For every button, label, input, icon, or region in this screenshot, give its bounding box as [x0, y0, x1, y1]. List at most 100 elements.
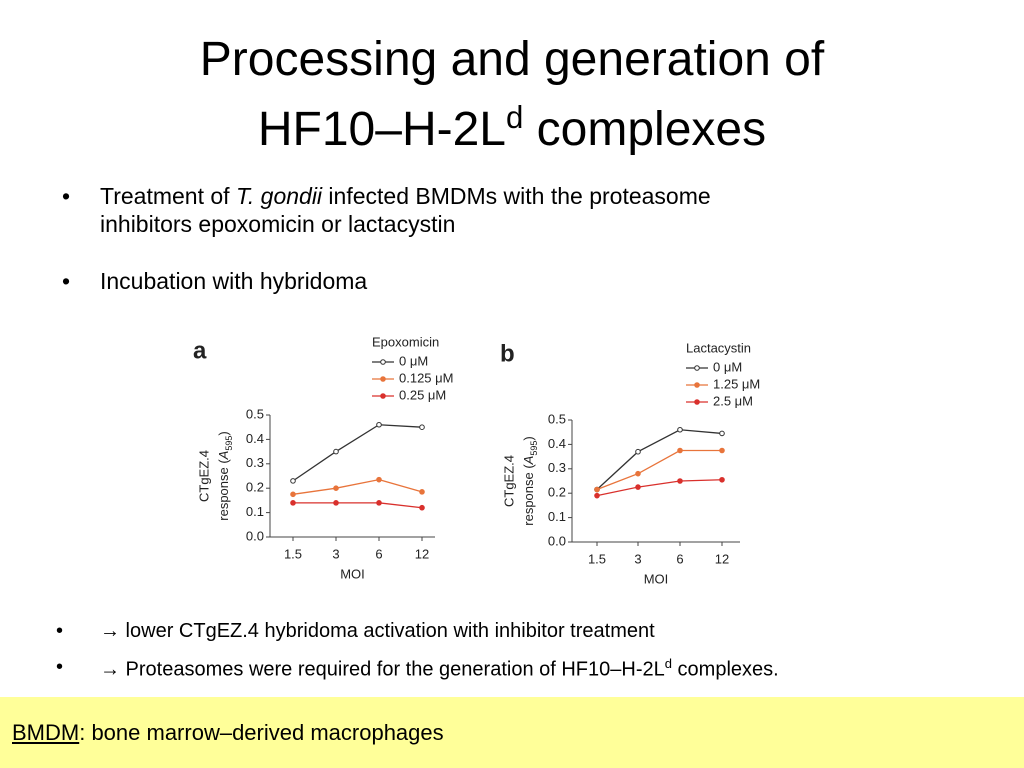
data-point: [290, 478, 296, 484]
bullet-dot: •: [56, 620, 64, 642]
y-axis-label-part: ): [521, 436, 536, 440]
x-axis-label: MOI: [644, 571, 669, 586]
footer-text: BMDM: bone marrow–derived macrophages: [12, 720, 444, 746]
data-point: [594, 492, 600, 499]
data-point: [419, 424, 425, 431]
y-axis-label: response (A595): [216, 431, 234, 520]
conclusion: → Proteasomes were required for the gene…: [100, 656, 779, 682]
y-axis-label-part: A: [216, 451, 231, 461]
conclusion-text: lower CTgEZ.4 hybridoma activation with …: [120, 620, 655, 642]
series-line: [292, 478, 423, 495]
footer-term: BMDM: [12, 720, 80, 745]
data-point: [719, 476, 725, 483]
bullet-italic: T. gondii: [235, 183, 323, 209]
x-tick-label: 6: [676, 551, 683, 566]
data-point: [290, 500, 296, 506]
data-point: [719, 430, 725, 437]
y-tick-label: 0.5: [246, 406, 264, 421]
legend-label: 2.5 μM: [713, 393, 753, 408]
y-tick-label: 0.0: [548, 533, 566, 548]
y-tick-label: 0.4: [246, 431, 264, 446]
footer-definition: : bone marrow–derived macrophages: [79, 720, 444, 745]
conclusion-sup: d: [664, 656, 672, 671]
bullet-text: Treatment of: [100, 183, 236, 209]
conclusion-text: complexes.: [671, 658, 779, 681]
y-tick-label: 0.4: [548, 436, 566, 451]
data-point: [677, 478, 683, 484]
data-point: [333, 485, 339, 492]
y-axis-label-part: 595: [224, 436, 234, 451]
title-text: HF10–H-2L: [257, 103, 506, 156]
x-axis-label: MOI: [340, 566, 365, 581]
x-tick-label: 1.5: [588, 551, 606, 566]
legend-marker: [380, 359, 386, 365]
title-sup: d: [505, 100, 524, 135]
charts: a 0.0 0.1 0.2 0.3 0.4 0.5 1.5 3 6 12 MOI CTgEZ.4 resp…: [193, 334, 760, 586]
y-tick-label: 0.5: [548, 411, 566, 426]
data-point: [594, 486, 600, 493]
data-point: [677, 426, 683, 433]
y-axis-label: response (A595): [521, 436, 539, 525]
series-line: [292, 424, 423, 482]
y-tick-label: 0.2: [548, 485, 566, 500]
legend-label: 0.125 μM: [399, 370, 453, 385]
legend-marker: [694, 382, 700, 388]
footer: BMDM: bone marrow–derived macrophages: [0, 697, 1024, 768]
series-line: [293, 502, 423, 509]
x-tick-label: 12: [715, 551, 729, 566]
bullet-text: infected BMDMs with the proteasome: [322, 183, 711, 209]
data-point: [376, 500, 382, 506]
legend-marker: [380, 376, 386, 382]
legend-label: 0.25 μM: [399, 387, 446, 402]
legend-label: 0 μM: [399, 353, 428, 368]
arrow: →: [100, 620, 120, 642]
bullet-dot: •: [62, 268, 71, 294]
legend-title: Epoxomicin: [372, 334, 439, 349]
bullet-dot: •: [56, 656, 64, 678]
data-point: [677, 447, 683, 454]
x-tick-label: 6: [375, 546, 382, 561]
data-point: [290, 491, 296, 498]
y-axis-label-part: response (: [521, 464, 536, 526]
legend-marker: [694, 365, 700, 371]
series-line: [596, 429, 723, 491]
data-point: [635, 470, 641, 477]
data-point: [719, 447, 725, 454]
y-tick-label: 0.3: [246, 455, 264, 470]
legend-title: Lactacystin: [686, 340, 751, 355]
title-text: complexes: [523, 103, 767, 156]
data-point: [635, 448, 641, 455]
y-axis-label-part: 595: [529, 441, 539, 456]
x-tick-label: 3: [332, 546, 339, 561]
legend-marker: [694, 399, 700, 405]
legend-label: 0 μM: [713, 359, 742, 374]
title-line: HF10–H-2Ld complexes: [0, 100, 1024, 157]
series-line: [596, 479, 723, 497]
y-axis-label-part: ): [216, 431, 231, 435]
y-tick-label: 0.1: [548, 509, 566, 524]
legend-marker: [380, 393, 386, 399]
panel-label: a: [193, 337, 207, 364]
y-axis-label-part: response (: [216, 459, 231, 521]
y-tick-label: 0.3: [548, 460, 566, 475]
conclusion: → lower CTgEZ.4 hybridoma activation wit…: [100, 620, 655, 643]
bullet-text: Incubation with hybridoma: [100, 268, 368, 294]
y-axis-label: CTgEZ.4: [501, 455, 516, 507]
y-tick-label: 0.0: [246, 528, 264, 543]
y-tick-label: 0.1: [246, 504, 264, 519]
bullet: Treatment of T. gondii infected BMDMs wi…: [100, 183, 711, 210]
panel-label: b: [500, 340, 515, 367]
legend-label: 1.25 μM: [713, 376, 760, 391]
title-line: Processing and generation of: [199, 33, 825, 86]
data-point: [376, 476, 382, 483]
x-tick-label: 1.5: [284, 546, 302, 561]
y-axis-label: CTgEZ.4: [196, 450, 211, 502]
y-axis-label-part: A: [521, 456, 536, 466]
bullet-dot: •: [62, 183, 71, 209]
conclusion-text: Proteasomes were required for the genera…: [120, 658, 665, 681]
data-point: [333, 500, 339, 506]
data-point: [419, 489, 425, 495]
bullet-text: inhibitors epoxomicin or lactacystin: [100, 211, 456, 237]
x-tick-label: 12: [415, 546, 429, 561]
